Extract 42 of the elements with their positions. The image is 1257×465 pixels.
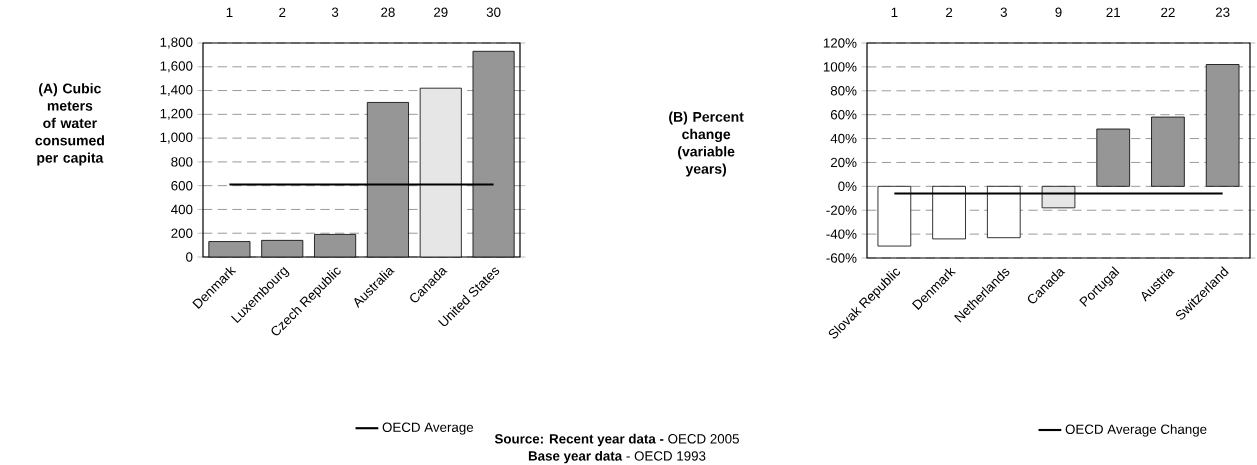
text: 1 [226, 7, 233, 17]
y-tick-label: 1,000 [160, 132, 193, 144]
y-tick-label: -40% [826, 229, 857, 239]
y-tick-label: -20% [826, 205, 857, 215]
text: 29 [434, 7, 448, 17]
y-tick-label: 1,200 [160, 108, 193, 120]
bar [1151, 116, 1185, 187]
y-tick-label: 200 [171, 228, 193, 238]
text: 3 [1000, 7, 1007, 17]
y-tick-label: 100% [823, 62, 857, 72]
y-tick-label: 1,800 [160, 37, 193, 49]
y-tick-label: 400 [171, 204, 193, 215]
text: 1 [891, 7, 898, 17]
legend-label: OECD Average Change [1065, 424, 1207, 437]
text: 28 [381, 7, 395, 17]
y-axis-title: (B) Percent change (variable years) [669, 111, 744, 177]
y-tick-label: 600 [171, 180, 193, 191]
y-tick-label: 1,400 [160, 85, 193, 97]
y-tick-label: 1,600 [160, 61, 193, 73]
text: 9 [1055, 7, 1062, 17]
bar [1096, 128, 1131, 187]
y-tick-label: 80% [830, 86, 857, 96]
text: Base year data - OECD 1993 [528, 450, 706, 464]
text: Source: Recent year data - OECD 2005 [494, 433, 739, 447]
text: 23 [1215, 7, 1230, 17]
y-tick-label: 800 [171, 157, 193, 167]
y-tick-label: 20% [830, 157, 857, 168]
y-tick-label: 60% [830, 109, 857, 120]
text: 22 [1161, 7, 1175, 17]
y-tick-label: 0 [186, 252, 193, 262]
text: 2 [946, 7, 953, 17]
legend-label: OECD Average [382, 422, 474, 435]
y-axis-title: (A) Cubic meters of water consumed per capita [35, 83, 104, 166]
text: 30 [486, 7, 501, 17]
text: 21 [1106, 7, 1120, 17]
y-tick-label: -60% [826, 253, 857, 263]
y-tick-label: 40% [830, 133, 857, 144]
text: 3 [331, 7, 339, 17]
bar [1205, 64, 1240, 187]
y-tick-label: 120% [823, 38, 857, 48]
y-tick-label: 0% [838, 181, 857, 192]
text: 2 [279, 7, 286, 17]
